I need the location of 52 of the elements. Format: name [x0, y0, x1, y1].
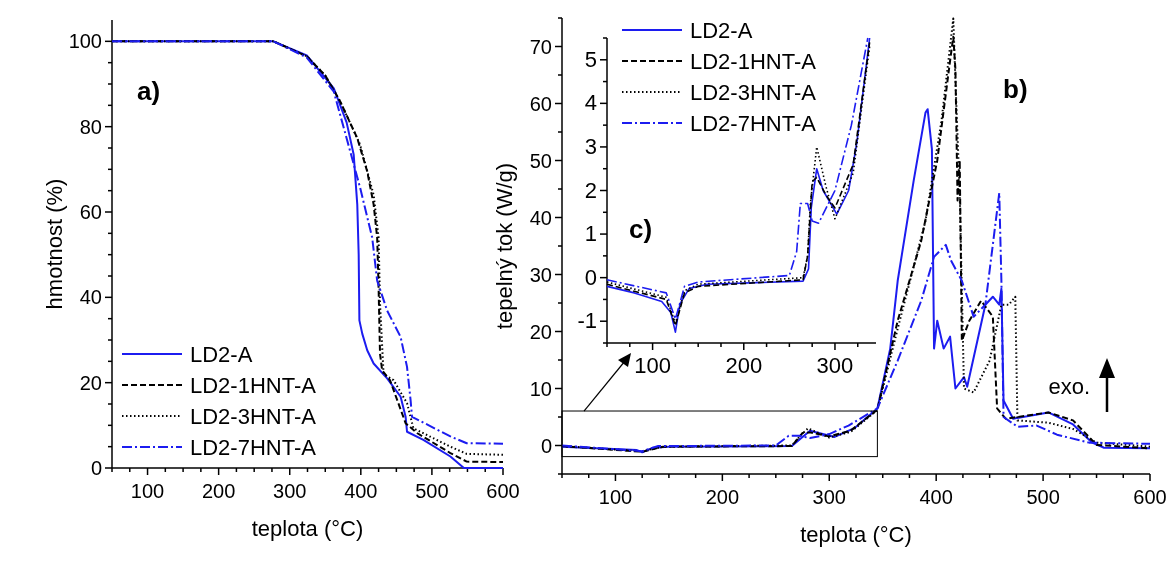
x-tick-label: 300 [273, 480, 307, 502]
y-tick-label: 70 [529, 35, 552, 58]
y-tick-label: 10 [529, 377, 552, 400]
y-tick-label: 80 [79, 115, 102, 138]
y-tick-label: 40 [529, 206, 552, 229]
y-tick-label: 60 [79, 201, 102, 223]
legend-label: LD2-A [190, 342, 253, 367]
y-tick-label: 4 [584, 90, 597, 116]
y-tick-label: 20 [79, 371, 102, 394]
text: b) [1003, 74, 1028, 104]
y-axis-title: tepelný tok (W/g) [492, 162, 517, 330]
x-axis-title: teplota (°C) [251, 516, 364, 541]
legend-label: LD2-3HNT-A [190, 404, 317, 429]
x-tick-label: 500 [1026, 486, 1060, 508]
legend-label: LD2-1HNT-A [690, 49, 817, 74]
y-tick-label: 0 [584, 264, 597, 290]
y-tick-label: 1 [584, 221, 597, 247]
x-tick-label: 200 [201, 480, 236, 502]
legend-label: LD2-A [690, 18, 753, 43]
y-tick-label: 30 [529, 263, 552, 286]
y-tick-label: 100 [68, 30, 102, 53]
x-tick-label: 300 [816, 353, 854, 378]
x-axis-title: teplota (°C) [800, 522, 912, 547]
legend-label: LD2-7HNT-A [690, 111, 817, 136]
legend-label: LD2-7HNT-A [190, 435, 317, 460]
annotation: exo. [1048, 374, 1090, 399]
text: a) [137, 76, 161, 106]
x-tick-label: 300 [812, 486, 846, 508]
legend-label: LD2-3HNT-A [690, 80, 817, 105]
y-axis-title: hmotnost (%) [42, 178, 67, 310]
x-tick-label: 200 [705, 486, 740, 508]
x-tick-label: 100 [634, 353, 671, 378]
x-tick-label: 600 [486, 480, 520, 502]
y-tick-label: 3 [584, 133, 597, 159]
x-tick-label: 400 [919, 486, 953, 508]
y-tick-label: -1 [577, 308, 597, 334]
y-tick-label: 5 [584, 46, 597, 72]
y-tick-label: 2 [584, 177, 597, 203]
y-tick-label: 0 [540, 434, 552, 457]
y-tick-label: 0 [90, 457, 102, 479]
y-tick-label: 40 [79, 286, 102, 309]
y-tick-label: 20 [529, 320, 552, 343]
x-tick-label: 600 [1133, 486, 1167, 508]
y-tick-label: 60 [529, 92, 552, 115]
legend-label: LD2-1HNT-A [190, 373, 317, 398]
x-tick-label: 200 [725, 353, 763, 378]
x-tick-label: 400 [344, 480, 378, 502]
x-tick-label: 500 [415, 480, 449, 502]
x-tick-label: 100 [598, 486, 633, 508]
x-tick-label: 100 [130, 480, 165, 502]
text: c) [629, 213, 653, 244]
y-tick-label: 50 [529, 149, 552, 172]
